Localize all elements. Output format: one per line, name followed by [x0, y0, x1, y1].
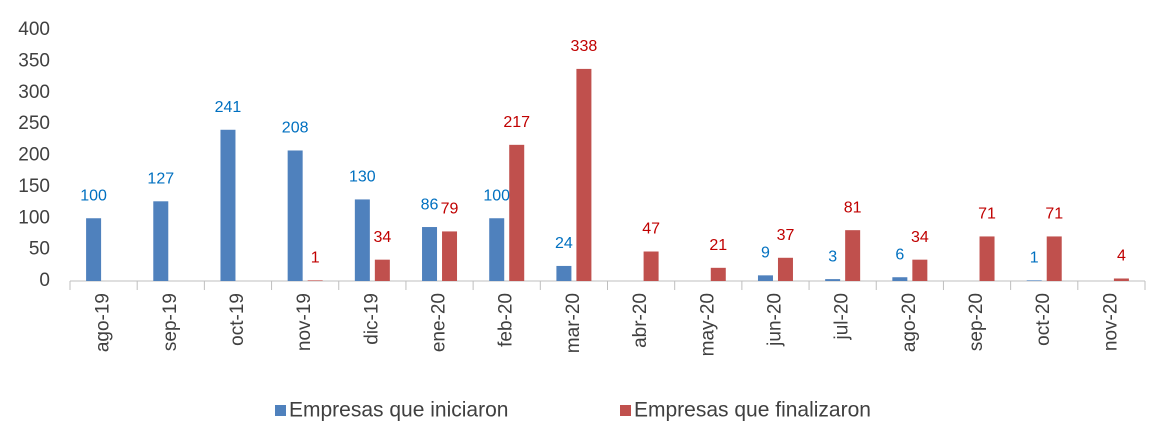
x-tick-label: jun-20 [764, 293, 785, 347]
y-tick-label: 300 [18, 82, 50, 103]
y-tick-label: 150 [18, 176, 50, 197]
bar [825, 279, 841, 281]
bar [892, 277, 908, 281]
bar [307, 280, 323, 281]
bar [287, 150, 303, 281]
value-label: 338 [571, 38, 598, 55]
x-tick-label: ago-20 [899, 293, 920, 352]
bar [912, 259, 928, 281]
value-label: 1 [311, 250, 320, 267]
value-label: 86 [421, 196, 439, 213]
value-label: 34 [373, 229, 391, 246]
value-label: 71 [978, 206, 996, 223]
bar [442, 231, 458, 281]
x-tick-label: may-20 [697, 293, 718, 356]
value-label: 241 [215, 99, 242, 116]
value-label: 208 [282, 120, 309, 137]
x-tick-label: ene-20 [429, 293, 450, 352]
value-label: 79 [441, 201, 459, 218]
value-label: 1 [1030, 250, 1039, 267]
y-tick-label: 200 [18, 145, 50, 166]
bar [422, 227, 438, 281]
value-label: 3 [828, 248, 837, 265]
value-label: 34 [911, 229, 929, 246]
x-tick-label: nov-20 [1100, 293, 1121, 351]
x-tick-label: mar-20 [563, 293, 584, 353]
bar [489, 218, 505, 281]
bar [576, 68, 592, 281]
bar [556, 265, 572, 281]
x-tick-label: sep-20 [966, 293, 987, 351]
x-tick-label: jul-20 [832, 293, 853, 340]
value-label: 100 [80, 187, 107, 204]
value-label: 9 [761, 245, 770, 262]
value-label: 21 [709, 237, 727, 254]
value-label: 100 [483, 187, 510, 204]
bar [354, 199, 370, 281]
y-tick-label: 400 [18, 19, 50, 40]
y-tick-label: 250 [18, 113, 50, 134]
value-label: 127 [147, 171, 174, 188]
bar [374, 259, 390, 281]
x-tick-label: oct-19 [227, 293, 248, 346]
bar [1046, 236, 1062, 281]
legend-swatch [620, 405, 631, 416]
bar [845, 230, 861, 281]
value-label: 24 [555, 235, 573, 252]
value-label: 47 [642, 221, 660, 238]
bar [1026, 280, 1042, 281]
bar [757, 275, 773, 281]
legend-swatch [275, 405, 286, 416]
bar [777, 257, 793, 281]
x-tick-label: abr-20 [630, 293, 651, 348]
legend-label: Empresas que iniciaron [289, 399, 508, 422]
y-tick-label: 50 [29, 239, 50, 260]
bar [710, 267, 726, 281]
value-label: 71 [1045, 206, 1063, 223]
bar [220, 129, 236, 281]
y-tick-label: 350 [18, 50, 50, 71]
x-tick-label: oct-20 [1033, 293, 1054, 346]
value-label: 81 [844, 199, 862, 216]
value-label: 37 [777, 227, 795, 244]
x-tick-label: ago-19 [93, 293, 114, 352]
x-tick-label: nov-19 [294, 293, 315, 351]
bar [86, 218, 102, 281]
bar [643, 251, 659, 281]
y-tick-label: 0 [39, 270, 50, 291]
x-tick-label: feb-20 [496, 293, 517, 347]
value-label: 217 [503, 114, 530, 131]
x-tick-label: dic-19 [361, 293, 382, 345]
value-label: 4 [1117, 248, 1126, 265]
bar [509, 144, 525, 281]
value-label: 130 [349, 169, 376, 186]
value-label: 6 [895, 246, 904, 263]
bar [979, 236, 995, 281]
bar [1113, 278, 1129, 281]
x-tick-label: sep-19 [160, 293, 181, 351]
y-tick-label: 100 [18, 207, 50, 228]
legend-label: Empresas que finalizaron [634, 399, 871, 422]
bar [153, 201, 169, 281]
